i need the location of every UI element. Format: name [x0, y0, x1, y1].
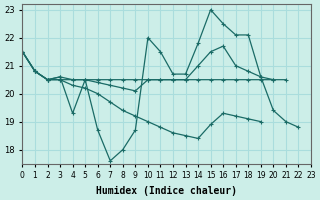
X-axis label: Humidex (Indice chaleur): Humidex (Indice chaleur): [96, 186, 237, 196]
